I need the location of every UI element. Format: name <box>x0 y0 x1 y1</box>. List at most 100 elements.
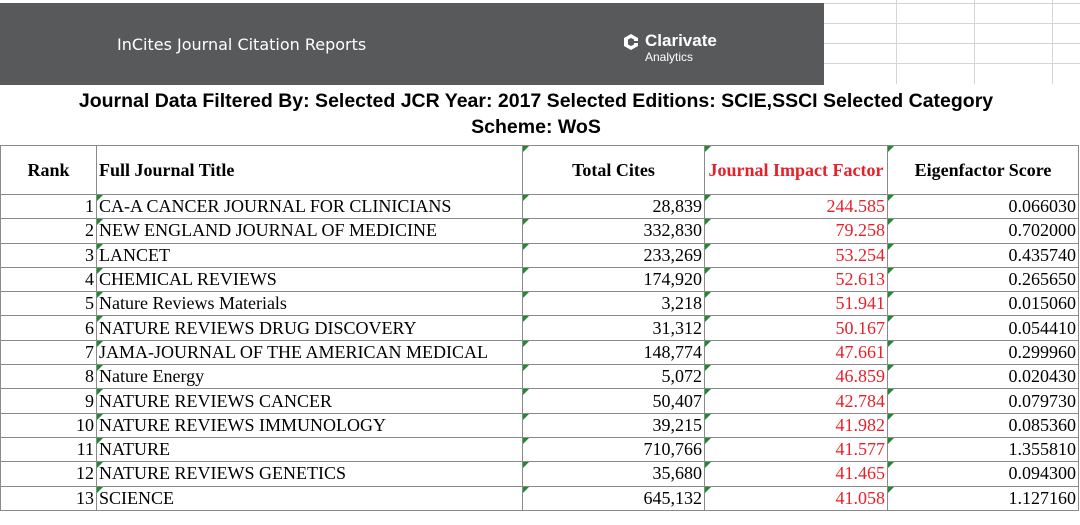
eigenfactor-cell[interactable]: 0.020430 <box>887 364 1079 390</box>
logo-name: Clarivate <box>645 31 717 50</box>
rank-cell[interactable]: 11 <box>0 436 97 463</box>
impact-factor-cell[interactable]: 41.058 <box>704 485 888 511</box>
jcr-banner: InCites Journal Citation Reports Clariva… <box>0 3 824 85</box>
rank-cell[interactable]: 2 <box>0 218 97 244</box>
table-row[interactable]: 3 LANCET 233,269 53.254 0.435740 <box>0 242 1079 268</box>
eigenfactor-cell[interactable]: 0.094300 <box>887 461 1079 487</box>
rank-cell[interactable]: 8 <box>0 364 97 390</box>
impact-factor-cell[interactable]: 50.167 <box>704 315 888 341</box>
filter-line-2: Scheme: WoS <box>471 116 601 138</box>
rank-cell[interactable]: 5 <box>0 291 97 317</box>
rank-cell[interactable]: 12 <box>0 461 97 487</box>
total-cites-header[interactable]: Total Cites <box>522 145 705 195</box>
impact-factor-cell[interactable]: 41.577 <box>704 436 888 463</box>
rank-header[interactable]: Rank <box>0 145 97 195</box>
total-cites-cell[interactable]: 710,766 <box>522 436 705 463</box>
journal-title-cell[interactable]: NATURE REVIEWS GENETICS <box>96 461 523 487</box>
impact-factor-cell[interactable]: 79.258 <box>704 218 888 244</box>
impact-factor-cell[interactable]: 53.254 <box>704 242 888 268</box>
total-cites-cell[interactable]: 50,407 <box>522 388 705 414</box>
eigenfactor-cell[interactable]: 0.054410 <box>887 315 1079 341</box>
banner-title: InCites Journal Citation Reports <box>117 35 367 54</box>
journal-title-cell[interactable]: Nature Energy <box>96 364 523 390</box>
grid-line <box>974 0 975 84</box>
grid-line <box>824 3 1080 4</box>
eigenfactor-cell[interactable]: 0.435740 <box>887 242 1079 268</box>
rank-cell[interactable]: 1 <box>0 193 97 220</box>
total-cites-cell[interactable]: 31,312 <box>522 315 705 341</box>
eigenfactor-cell[interactable]: 0.015060 <box>887 291 1079 317</box>
total-cites-cell[interactable]: 148,774 <box>522 339 705 366</box>
journal-title-cell[interactable]: NEW ENGLAND JOURNAL OF MEDICINE <box>96 218 523 244</box>
clarivate-logo-icon <box>624 34 638 50</box>
total-cites-cell[interactable]: 174,920 <box>522 266 705 293</box>
journal-title-cell[interactable]: Nature Reviews Materials <box>96 291 523 317</box>
impact-factor-cell[interactable]: 52.613 <box>704 266 888 293</box>
eigenfactor-cell[interactable]: 1.355810 <box>887 436 1079 463</box>
journal-title-cell[interactable]: NATURE REVIEWS DRUG DISCOVERY <box>96 315 523 341</box>
rank-cell[interactable]: 7 <box>0 339 97 366</box>
filter-description: Journal Data Filtered By: Selected JCR Y… <box>0 88 1072 140</box>
eigenfactor-cell[interactable]: 0.702000 <box>887 218 1079 244</box>
journal-title-cell[interactable]: CHEMICAL REVIEWS <box>96 266 523 293</box>
rank-cell[interactable]: 3 <box>0 242 97 268</box>
eigenfactor-cell[interactable]: 0.299960 <box>887 339 1079 366</box>
total-cites-cell[interactable]: 39,215 <box>522 412 705 438</box>
total-cites-cell[interactable]: 5,072 <box>522 364 705 390</box>
table-row[interactable]: 4 CHEMICAL REVIEWS 174,920 52.613 0.265650 <box>0 266 1079 293</box>
table-row[interactable]: 7 JAMA-JOURNAL OF THE AMERICAN MEDICAL 148… <box>0 339 1079 366</box>
rank-cell[interactable]: 10 <box>0 412 97 438</box>
eigenfactor-header[interactable]: Eigenfactor Score <box>887 145 1079 195</box>
rank-cell[interactable]: 13 <box>0 485 97 511</box>
total-cites-cell[interactable]: 332,830 <box>522 218 705 244</box>
rank-cell[interactable]: 4 <box>0 266 97 293</box>
table-row[interactable]: 2 NEW ENGLAND JOURNAL OF MEDICINE 332,830 7… <box>0 218 1079 244</box>
total-cites-cell[interactable]: 3,218 <box>522 291 705 317</box>
rank-cell[interactable]: 9 <box>0 388 97 414</box>
table-row[interactable]: 13 SCIENCE 645,132 41.058 1.127160 <box>0 485 1079 511</box>
table-header-row: Rank Full Journal Title Total Cites Jour… <box>0 145 1079 195</box>
journal-title-cell[interactable]: JAMA-JOURNAL OF THE AMERICAN MEDICAL <box>96 339 523 366</box>
grid-line <box>1052 0 1053 84</box>
table-row[interactable]: 11 NATURE 710,766 41.577 1.355810 <box>0 436 1079 463</box>
title-header[interactable]: Full Journal Title <box>96 145 523 195</box>
impact-factor-cell[interactable]: 47.661 <box>704 339 888 366</box>
grid-line <box>824 43 1080 44</box>
journal-title-cell[interactable]: NATURE <box>96 436 523 463</box>
eigenfactor-cell[interactable]: 0.085360 <box>887 412 1079 438</box>
impact-factor-cell[interactable]: 41.465 <box>704 461 888 487</box>
journal-title-cell[interactable]: NATURE REVIEWS IMMUNOLOGY <box>96 412 523 438</box>
filter-line-1: Journal Data Filtered By: Selected JCR Y… <box>78 90 994 112</box>
eigenfactor-cell[interactable]: 1.127160 <box>887 485 1079 511</box>
impact-factor-cell[interactable]: 244.585 <box>704 193 888 220</box>
grid-line <box>824 23 1080 24</box>
rank-cell[interactable]: 6 <box>0 315 97 341</box>
impact-factor-cell[interactable]: 51.941 <box>704 291 888 317</box>
total-cites-cell[interactable]: 645,132 <box>522 485 705 511</box>
grid-line <box>824 63 1080 64</box>
journal-title-cell[interactable]: LANCET <box>96 242 523 268</box>
impact-factor-cell[interactable]: 41.982 <box>704 412 888 438</box>
table-row[interactable]: 1 CA-A CANCER JOURNAL FOR CLINICIANS 28,83… <box>0 193 1079 220</box>
table-row[interactable]: 5 Nature Reviews Materials 3,218 51.941 0.01… <box>0 291 1079 317</box>
impact-factor-header[interactable]: Journal Impact Factor <box>704 145 888 195</box>
total-cites-cell[interactable]: 233,269 <box>522 242 705 268</box>
logo-subtitle: Analytics <box>645 50 694 64</box>
table-row[interactable]: 10 NATURE REVIEWS IMMUNOLOGY 39,215 41.982 0… <box>0 412 1079 438</box>
total-cites-cell[interactable]: 28,839 <box>522 193 705 220</box>
table-row[interactable]: 12 NATURE REVIEWS GENETICS 35,680 41.465 0.0… <box>0 461 1079 487</box>
eigenfactor-cell[interactable]: 0.079730 <box>887 388 1079 414</box>
table-row[interactable]: 6 NATURE REVIEWS DRUG DISCOVERY 31,312 50.1… <box>0 315 1079 341</box>
grid-line <box>896 0 897 84</box>
impact-factor-cell[interactable]: 46.859 <box>704 364 888 390</box>
table-row[interactable]: 9 NATURE REVIEWS CANCER 50,407 42.784 0.0797… <box>0 388 1079 414</box>
journal-title-cell[interactable]: NATURE REVIEWS CANCER <box>96 388 523 414</box>
journal-table: Rank Full Journal Title Total Cites Jour… <box>0 145 1079 511</box>
table-row[interactable]: 8 Nature Energy 5,072 46.859 0.020430 <box>0 364 1079 390</box>
eigenfactor-cell[interactable]: 0.265650 <box>887 266 1079 293</box>
journal-title-cell[interactable]: SCIENCE <box>96 485 523 511</box>
impact-factor-cell[interactable]: 42.784 <box>704 388 888 414</box>
journal-title-cell[interactable]: CA-A CANCER JOURNAL FOR CLINICIANS <box>96 193 523 220</box>
total-cites-cell[interactable]: 35,680 <box>522 461 705 487</box>
eigenfactor-cell[interactable]: 0.066030 <box>887 193 1079 220</box>
